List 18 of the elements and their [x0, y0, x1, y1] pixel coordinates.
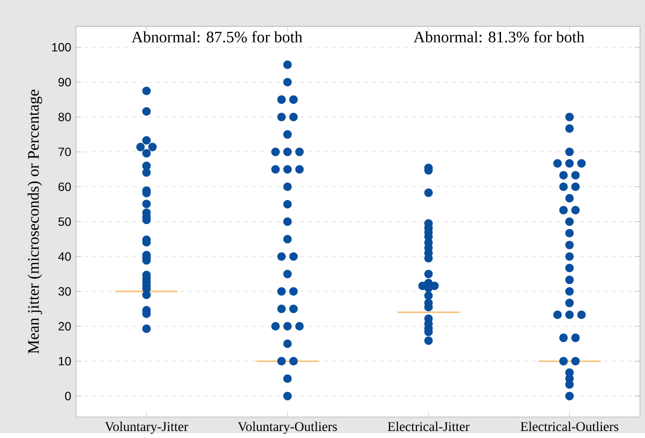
x-tick-label: Voluntary-Jitter	[104, 422, 188, 434]
annotation: Abnormal: 81.3% for both	[414, 30, 584, 42]
annotation: Abnormal: 87.5% for both	[132, 30, 302, 42]
x-tick-label: Voluntary-Outliers	[238, 422, 337, 434]
y-tick-label: 30	[58, 287, 71, 296]
y-axis-title: Mean jitter (microseconds) or Percentage	[28, 90, 42, 354]
y-tick-label: 10	[58, 356, 71, 366]
y-tick-label: 0	[65, 392, 71, 400]
y-tick-label: 90	[58, 78, 71, 86]
y-tick-label: 100	[52, 42, 71, 52]
y-tick-label: 70	[58, 148, 71, 156]
y-tick-label: 40	[58, 252, 71, 261]
y-tick-label: 50	[58, 217, 71, 226]
y-tick-label: 80	[58, 112, 71, 122]
y-tick-label: 20	[58, 322, 71, 330]
y-tick-label: 60	[58, 182, 71, 191]
x-tick-label: Electrical-Outliers	[520, 422, 618, 431]
x-tick-label: Electrical-Jitter	[388, 422, 470, 431]
